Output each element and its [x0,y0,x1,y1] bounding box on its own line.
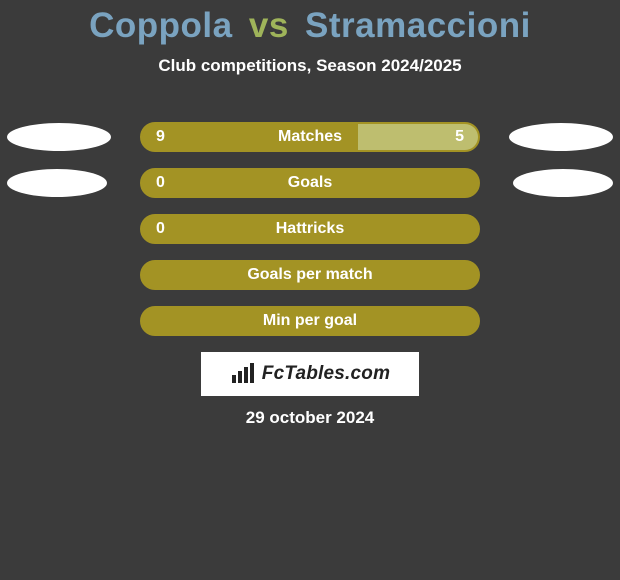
subtitle: Club competitions, Season 2024/2025 [0,56,620,76]
stat-bar: Matches9 5 [140,122,480,152]
branding-text: FcTables.com [262,363,390,385]
date-text: 29 october 2024 [0,408,620,428]
side-oval-left [7,123,111,151]
stat-value-left: 9 [156,124,165,150]
stat-bar: Min per goal [140,306,480,336]
side-oval-right [513,169,613,197]
stat-row: Goals0 [0,168,620,198]
stat-label: Matches [142,124,478,150]
branding-badge: FcTables.com [201,352,419,396]
stat-rows: Matches95Goals0Hattricks0Goals per match… [0,122,620,352]
stat-row: Matches9 5 [0,122,620,152]
stat-row: Min per goal [0,306,620,336]
title-vs: vs [249,6,289,45]
side-oval-right [509,123,613,151]
stat-value-left: 0 [156,170,165,196]
stat-label: Goals [142,170,478,196]
comparison-infographic: Coppola vs Stramaccioni Club competition… [0,0,620,580]
stat-bar: Hattricks0 [140,214,480,244]
stat-label: Goals per match [142,262,478,288]
page-title: Coppola vs Stramaccioni [0,0,620,46]
stat-label: Hattricks [142,216,478,242]
stat-value-right: 5 [455,124,464,150]
stat-bar: Goals per match [140,260,480,290]
stat-bar: Goals0 [140,168,480,198]
stat-row: Hattricks0 [0,214,620,244]
stat-value-left: 0 [156,216,165,242]
stat-label: Min per goal [142,308,478,334]
bars-icon [230,363,256,385]
title-player-1: Coppola [89,6,232,45]
side-oval-left [7,169,107,197]
title-player-2: Stramaccioni [305,6,531,45]
stat-row: Goals per match [0,260,620,290]
